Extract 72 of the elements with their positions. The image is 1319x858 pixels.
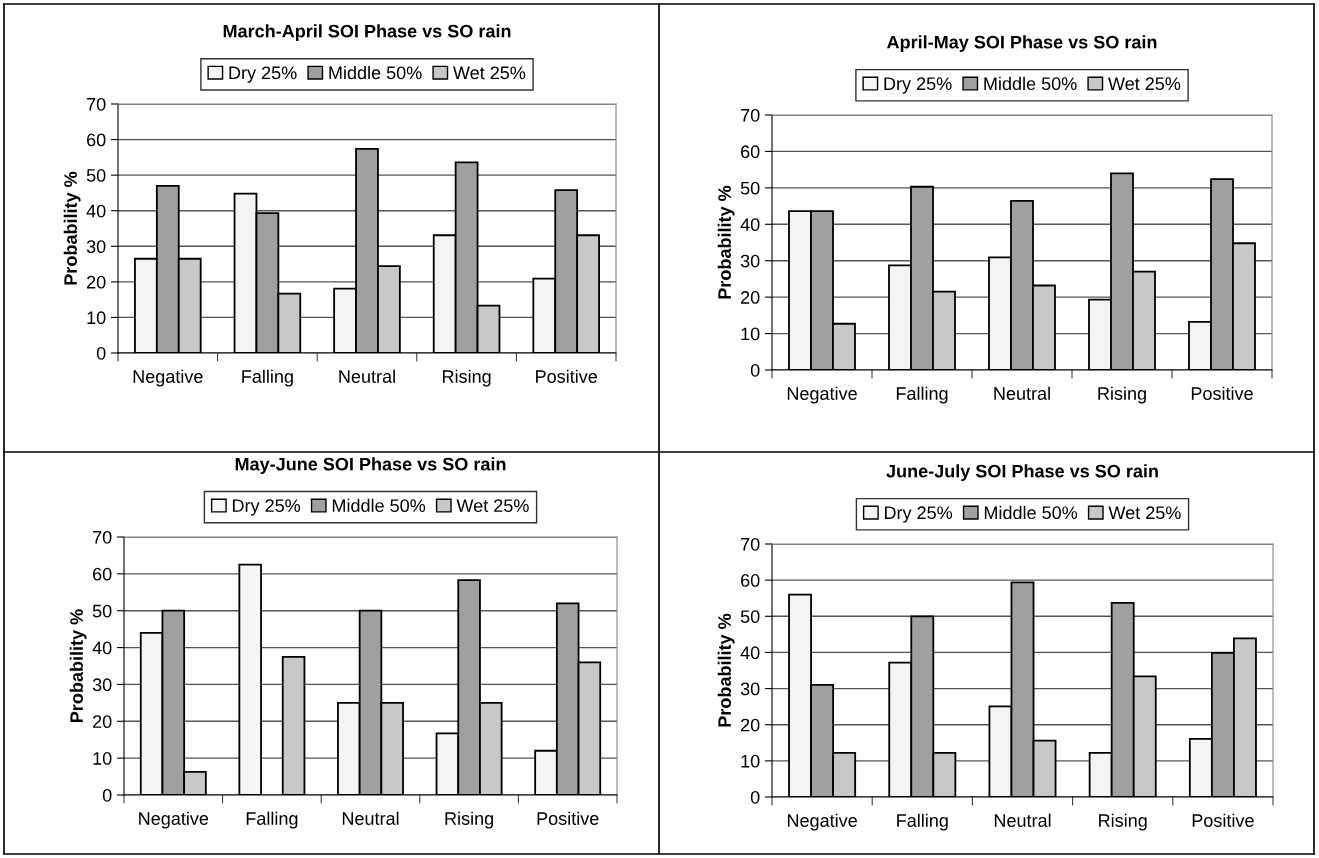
x-tick-label: Rising: [1099, 813, 1147, 831]
x-tick-label: Positive: [536, 369, 598, 383]
legend-label: Wet 25%: [1108, 77, 1181, 91]
y-tick-label: 20: [87, 275, 106, 289]
y-tick-label: 20: [93, 715, 112, 729]
y-axis-title: Probability %: [63, 171, 81, 285]
x-tick-label: Falling: [246, 811, 298, 829]
y-axis-title: Probability %: [717, 613, 735, 727]
y-tick-label: 50: [740, 610, 760, 624]
x-tick-label: Negative: [787, 386, 857, 404]
y-tick-label: 70: [741, 108, 760, 122]
chart-title: April-May SOI Phase vs SO rain: [886, 35, 1157, 53]
legend-label: Middle 50%: [984, 76, 1077, 91]
x-tick-label: Falling: [896, 386, 948, 404]
legend-label: Dry 25%: [884, 77, 952, 94]
y-tick-label: 60: [87, 133, 106, 147]
y-tick-label: 70: [87, 97, 106, 111]
legend-label: Dry 25%: [232, 499, 301, 516]
y-tick-label: 30: [92, 678, 112, 692]
y-tick-label: 70: [741, 537, 760, 551]
y-tick-label: 50: [740, 181, 760, 195]
x-tick-label: Rising: [1098, 386, 1146, 404]
x-tick-label: Negative: [139, 811, 209, 829]
legend-label: Wet 25%: [1108, 506, 1181, 520]
x-tick-label: Positive: [537, 811, 599, 825]
x-tick-label: Falling: [242, 369, 293, 387]
chart-title: May-June SOI Phase vs SO rain: [235, 457, 506, 475]
x-tick-label: Neutral: [339, 369, 395, 383]
legend-label: Wet 25%: [456, 499, 529, 513]
y-tick-label: 40: [740, 218, 760, 232]
x-tick-label: Neutral: [342, 811, 399, 825]
legend-label: Dry 25%: [229, 66, 297, 83]
y-tick-label: 70: [93, 530, 112, 544]
chart-title: March-April SOI Phase vs SO rain: [223, 24, 511, 42]
x-tick-label: Negative: [133, 369, 203, 387]
y-tick-label: 40: [86, 204, 106, 218]
y-tick-label: 30: [740, 254, 760, 268]
y-tick-label: 60: [93, 567, 112, 581]
y-tick-label: 50: [92, 604, 112, 618]
y-tick-label: 40: [92, 641, 112, 655]
y-tick-label: 10: [741, 754, 760, 768]
chart-title: June-July SOI Phase vs SO rain: [886, 464, 1158, 482]
legend-label: Middle 50%: [984, 505, 1078, 520]
x-tick-label: Negative: [787, 813, 857, 831]
x-tick-label: Falling: [897, 813, 948, 831]
y-tick-label: 60: [741, 145, 760, 159]
y-tick-label: 30: [740, 682, 760, 696]
x-tick-label: Positive: [1191, 386, 1253, 400]
x-tick-label: Positive: [1192, 813, 1254, 827]
y-tick-label: 0: [750, 363, 760, 377]
y-tick-label: 60: [741, 574, 760, 587]
y-tick-label: 50: [86, 169, 106, 182]
y-tick-label: 0: [102, 788, 112, 802]
y-tick-label: 40: [740, 646, 760, 660]
x-tick-label: Neutral: [994, 386, 1050, 400]
y-tick-label: 0: [96, 346, 106, 360]
y-axis-title: Probability %: [717, 185, 735, 299]
legend-label: Dry 25%: [884, 506, 953, 523]
legend-label: Middle 50%: [329, 65, 422, 80]
x-tick-label: Neutral: [994, 813, 1051, 827]
x-tick-label: Rising: [445, 811, 494, 829]
y-axis-title: Probability %: [69, 609, 87, 722]
y-tick-label: 10: [87, 311, 106, 325]
legend-label: Wet 25%: [453, 66, 526, 80]
legend-label: Middle 50%: [332, 498, 426, 513]
y-tick-label: 20: [741, 718, 760, 732]
y-tick-label: 10: [93, 752, 112, 765]
y-tick-label: 0: [750, 790, 760, 804]
y-tick-label: 30: [86, 240, 106, 254]
y-tick-label: 10: [741, 327, 760, 341]
y-tick-label: 20: [741, 291, 760, 304]
x-tick-label: Rising: [443, 369, 491, 387]
